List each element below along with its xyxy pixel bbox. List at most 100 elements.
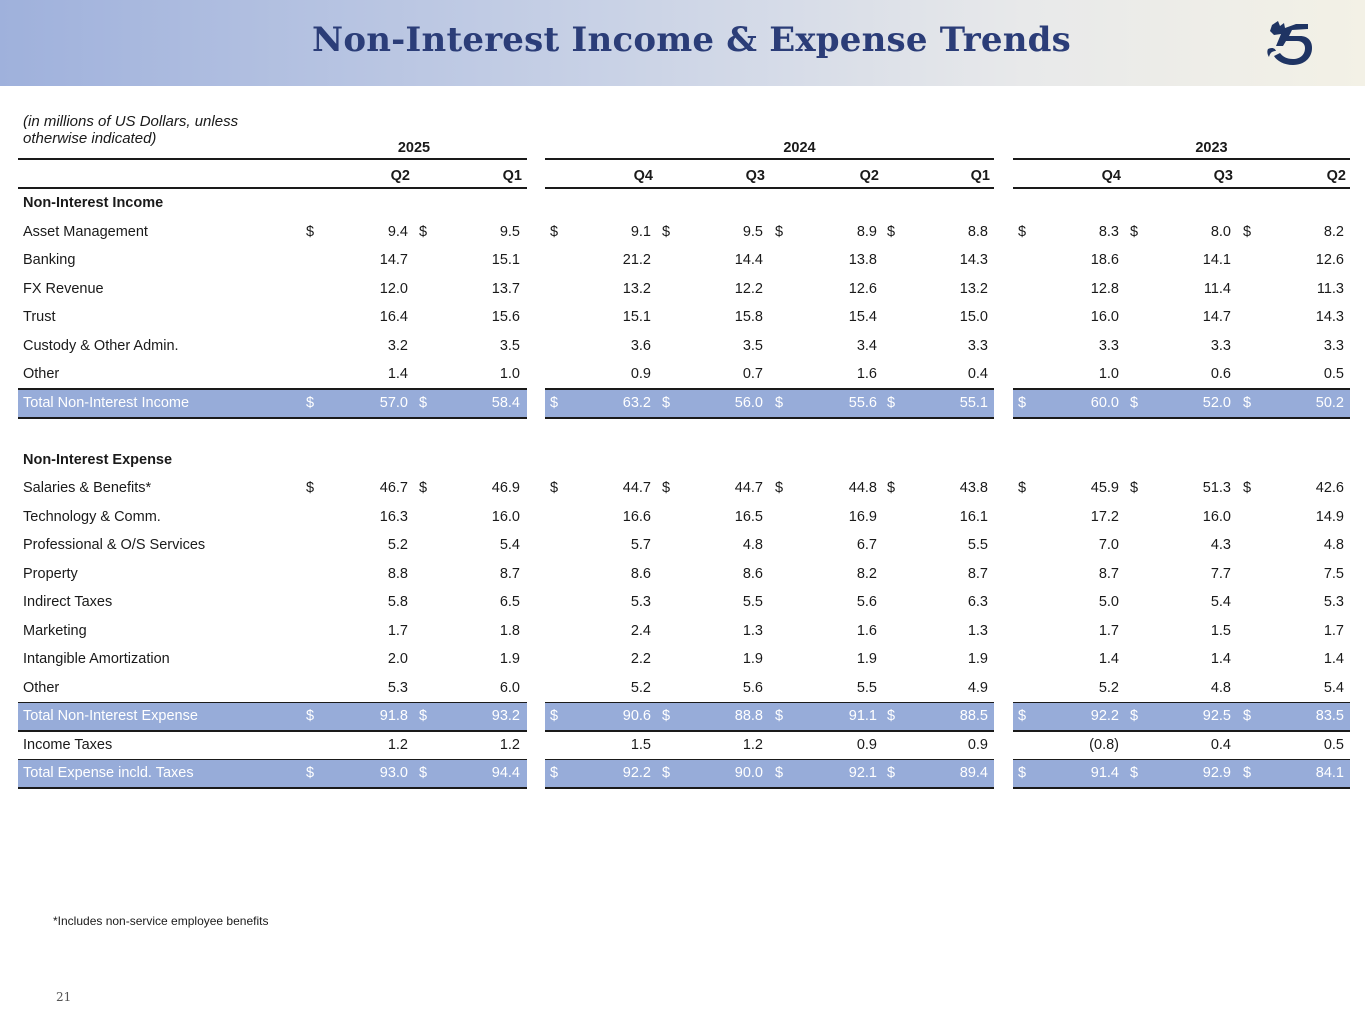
total-row-highlight [545, 760, 994, 788]
row-rule [1013, 758, 1350, 761]
table-cell-value: 1.5 [1210, 622, 1231, 639]
table-cell-value: 8.3 [1098, 223, 1119, 240]
header-banner [0, 0, 1365, 86]
currency-symbol: $ [887, 708, 896, 724]
currency-symbol: $ [887, 480, 896, 496]
table-cell-value: 8.8 [387, 565, 408, 582]
table-row: Income Taxes 1.2 1.2 1.5 1.2 0.9 0.9 (0.8) 0.4 0.… [0, 732, 1365, 760]
table-cell-value: 3.4 [856, 337, 877, 354]
table-cell-value: 16.4 [379, 309, 408, 325]
currency-symbol: $ [1018, 223, 1027, 240]
table-cell-value: 9.5 [742, 223, 763, 240]
table-cell-value: 92.2 [1090, 708, 1119, 724]
table-row: Professional & O/S Services 5.2 5.4 5.7 4.8 6… [0, 532, 1365, 560]
table-cell-value: 3.5 [742, 337, 763, 354]
table-cell-value: 16.3 [379, 508, 408, 525]
row-rule [1013, 787, 1350, 789]
row-rule [18, 758, 527, 761]
quarter-rule [1013, 187, 1350, 189]
row-rule [18, 416, 527, 419]
table-cell-value: 12.6 [848, 280, 877, 297]
row-label: Total Non-Interest Income [23, 394, 190, 411]
table-cell-value: 1.7 [1098, 622, 1119, 639]
total-row-highlight [1013, 389, 1350, 418]
table-cell-value: 52.0 [1202, 394, 1231, 411]
currency-symbol: $ [306, 765, 315, 781]
table-cell-value: 5.2 [630, 679, 651, 696]
table-row: Custody & Other Admin. 3.2 3.5 3.6 3.5 3.4 3.3… [0, 333, 1365, 361]
table-cell-value: 14.9 [1315, 508, 1344, 525]
table-cell-value: 60.0 [1090, 394, 1119, 411]
table-cell-value: 0.9 [967, 736, 988, 753]
table-row: Property 8.8 8.7 8.6 8.6 8.2 8.7 8.7 7.7 7.5 [0, 561, 1365, 589]
table-row: Trust 16.4 15.6 15.1 15.8 15.4 15.0 16.0 14.7 14.… [0, 304, 1365, 332]
table-cell-value: 56.0 [734, 394, 763, 411]
footnote: *Includes non-service employee benefits [53, 914, 269, 928]
table-row: Intangible Amortization 2.0 1.9 2.2 1.9 1.9 1.… [0, 646, 1365, 674]
table-cell-value: 5.6 [742, 679, 763, 696]
currency-symbol: $ [662, 480, 671, 496]
table-cell-value: 46.9 [491, 480, 520, 496]
table-cell-value: 4.9 [967, 679, 988, 696]
table-cell-value: 45.9 [1090, 480, 1119, 496]
row-label: Indirect Taxes [23, 594, 113, 610]
table-cell-value: 12.0 [379, 280, 408, 297]
table-cell-value: 5.3 [630, 594, 651, 610]
table-cell-value: 5.5 [742, 594, 763, 610]
table-cell-value: 0.9 [856, 736, 877, 753]
table-cell-value: 14.7 [379, 252, 408, 268]
table-cell-value: 3.2 [387, 337, 408, 354]
table-cell-value: 5.3 [1323, 594, 1344, 610]
table-cell-value: 5.0 [1098, 594, 1119, 610]
row-rule [18, 787, 527, 789]
table-cell-value: 7.7 [1210, 565, 1231, 582]
total-row: Total Non-Interest Expense $91.8 $93.2 $90.… [0, 703, 1365, 731]
table-cell-value: 12.8 [1090, 280, 1119, 297]
total-row-highlight [18, 760, 527, 788]
quarter-header: Q2 [1326, 168, 1346, 184]
currency-symbol: $ [775, 765, 784, 781]
row-label: FX Revenue [23, 280, 104, 297]
table-cell-value: 50.2 [1315, 394, 1344, 411]
currency-symbol: $ [306, 223, 315, 240]
table-cell-value: 5.4 [499, 537, 520, 553]
currency-symbol: $ [550, 708, 559, 724]
table-cell-value: 58.4 [491, 394, 520, 411]
currency-symbol: $ [887, 394, 896, 411]
table-cell-value: 16.0 [491, 508, 520, 525]
table-cell-value: 1.2 [387, 736, 408, 753]
table-cell-value: 84.1 [1315, 765, 1344, 781]
currency-symbol: $ [419, 708, 428, 724]
table-cell-value: 9.1 [630, 223, 651, 240]
row-rule [545, 758, 994, 761]
table-cell-value: 42.6 [1315, 480, 1344, 496]
currency-symbol: $ [419, 223, 428, 240]
table-cell-value: 5.5 [967, 537, 988, 553]
currency-symbol: $ [1130, 394, 1139, 411]
table-cell-value: 0.4 [967, 366, 988, 382]
table-cell-value: 8.2 [856, 565, 877, 582]
currency-symbol: $ [1243, 394, 1252, 411]
table-cell-value: 89.4 [959, 765, 988, 781]
row-label: Income Taxes [23, 736, 113, 753]
table-cell-value: 1.2 [499, 736, 520, 753]
table-cell-value: 5.4 [1323, 679, 1344, 696]
table-cell-value: 14.7 [1202, 309, 1231, 325]
table-cell-value: 8.7 [967, 565, 988, 582]
row-rule [545, 787, 994, 789]
table-cell-value: 43.8 [959, 480, 988, 496]
currency-symbol: $ [550, 480, 559, 496]
currency-symbol: $ [306, 394, 315, 411]
currency-symbol: $ [775, 394, 784, 411]
row-label: Intangible Amortization [23, 651, 170, 667]
table-cell-value: 0.9 [630, 366, 651, 382]
table-cell-value: 1.4 [387, 366, 408, 382]
total-row-highlight [1013, 760, 1350, 788]
table-cell-value: 17.2 [1090, 508, 1119, 525]
table-cell-value: 44.7 [622, 480, 651, 496]
row-label: Other [23, 366, 60, 382]
table-row: Indirect Taxes 5.8 6.5 5.3 5.5 5.6 6.3 5.0 5.4 5.… [0, 589, 1365, 617]
currency-symbol: $ [1243, 223, 1252, 240]
table-cell-value: 1.3 [967, 622, 988, 639]
table-cell-value: 5.2 [387, 537, 408, 553]
